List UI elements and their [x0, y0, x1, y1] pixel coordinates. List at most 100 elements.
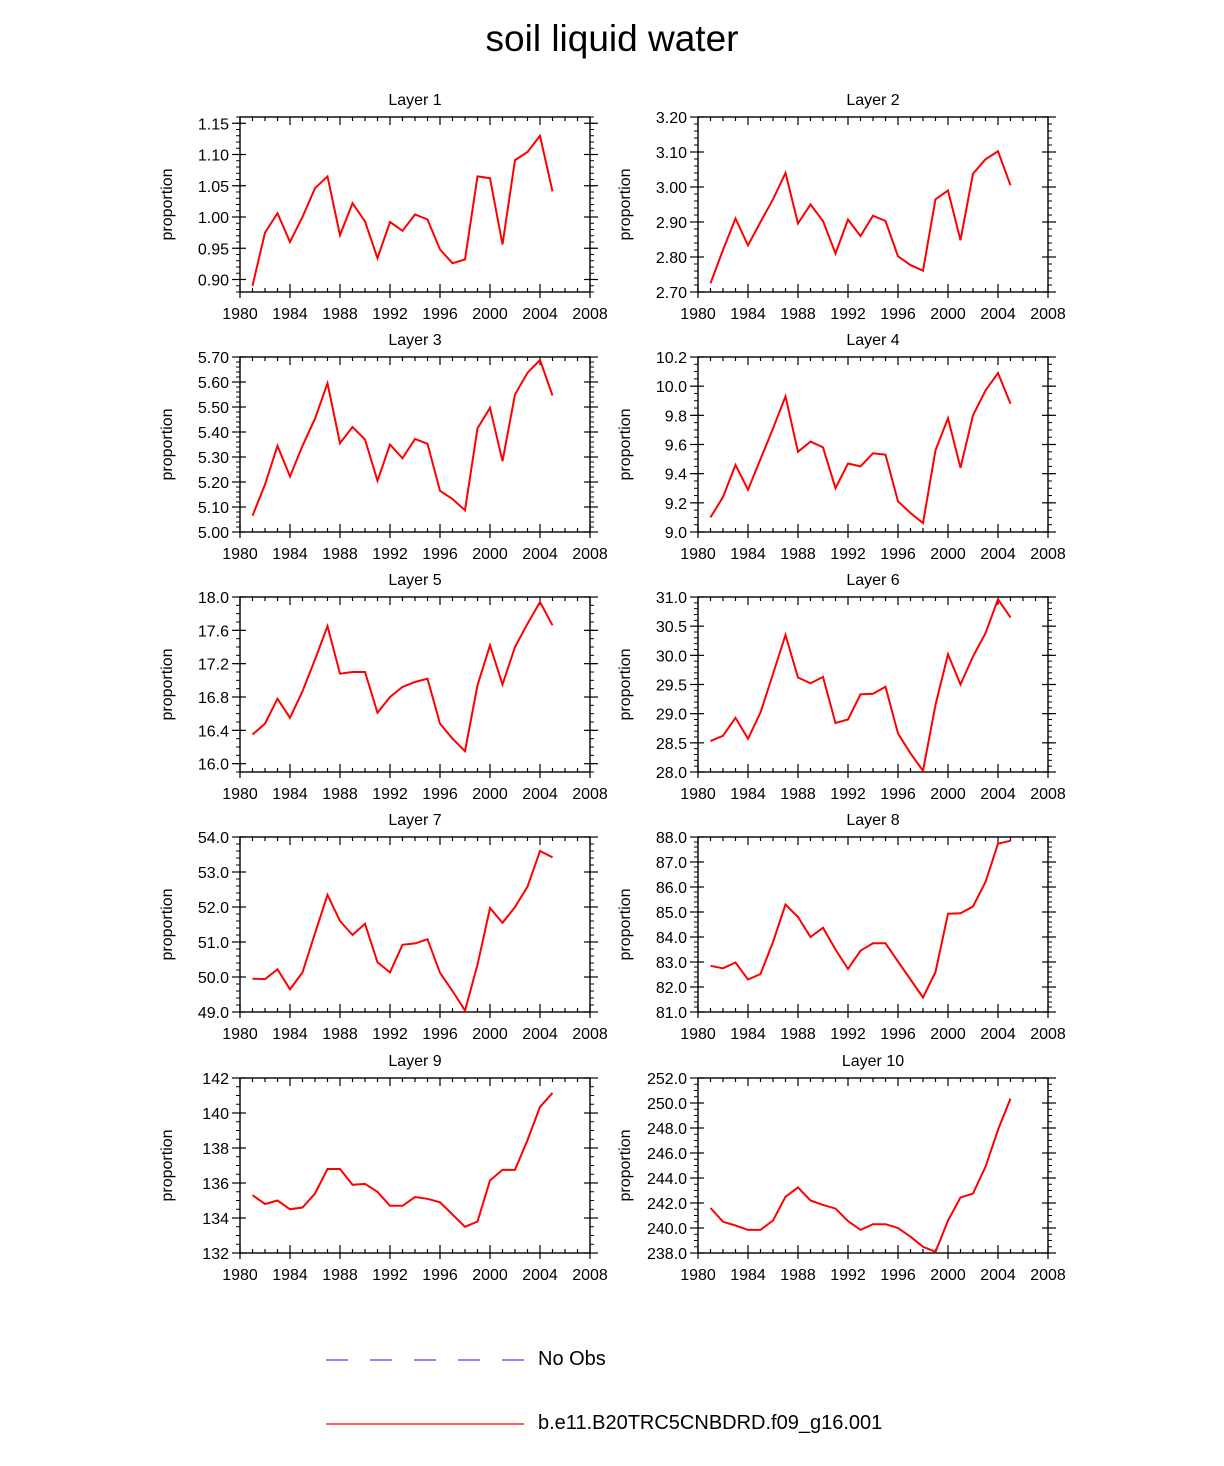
plot-frame [697, 596, 1049, 773]
x-tick-label: 2008 [1030, 786, 1066, 803]
x-tick-label: 1996 [880, 1026, 916, 1043]
x-tick-label: 1992 [372, 306, 408, 323]
panel-layer-7: Layer 7 1980 1984 1988 1992 1996 2000 2004 2008 4… [159, 812, 608, 1043]
x-tick-label: 2000 [472, 546, 508, 563]
x-tick-label: 1992 [830, 1026, 866, 1043]
y-tick-label: 134 [202, 1211, 229, 1228]
y-tick-label: 84.0 [656, 930, 687, 947]
y-axis-label: proportion [159, 408, 176, 480]
y-tick-label: 5.70 [198, 350, 229, 367]
x-tick-label: 1992 [830, 306, 866, 323]
x-tick-label: 1992 [830, 786, 866, 803]
y-tick-label: 5.60 [198, 375, 229, 392]
panel-title: Layer 9 [388, 1053, 441, 1070]
panel-title: Layer 6 [846, 572, 899, 589]
x-tick-label: 2008 [1030, 306, 1066, 323]
panel-title: Layer 7 [388, 812, 441, 829]
x-tick-label: 1980 [680, 1026, 716, 1043]
x-tick-label: 2008 [572, 546, 608, 563]
panel-title: Layer 10 [842, 1053, 904, 1070]
series-line [252, 849, 553, 1014]
x-tick-label: 2008 [572, 306, 608, 323]
x-tick-label: 1992 [830, 1267, 866, 1284]
y-tick-label: 5.30 [198, 450, 229, 467]
plot-frame [239, 596, 591, 773]
y-tick-label: 16.4 [198, 723, 229, 740]
y-axis-label: proportion [159, 648, 176, 720]
y-tick-label: 31.0 [656, 590, 687, 607]
x-tick-label: 1996 [880, 306, 916, 323]
y-tick-label: 3.10 [656, 145, 687, 162]
y-tick-label: 83.0 [656, 955, 687, 972]
plot-frame [697, 836, 1049, 1013]
x-tick-label: 2004 [522, 1026, 558, 1043]
series-line [710, 839, 1011, 1000]
panel-layer-1: Layer 1 1980 1984 1988 1992 1996 2000 2004 2008 0… [159, 92, 608, 323]
y-tick-label: 1.15 [198, 116, 229, 133]
y-tick-label: 240.0 [647, 1221, 687, 1238]
x-tick-label: 2004 [522, 546, 558, 563]
y-tick-label: 9.4 [665, 467, 687, 484]
series-line [251, 358, 554, 517]
y-tick-label: 50.0 [198, 970, 229, 987]
x-tick-label: 2004 [980, 786, 1016, 803]
x-tick-label: 2004 [980, 1026, 1016, 1043]
series-line [251, 599, 554, 754]
x-tick-label: 1988 [322, 1026, 358, 1043]
x-tick-label: 2008 [572, 1026, 608, 1043]
series-line [709, 1098, 1012, 1254]
y-tick-label: 132 [202, 1246, 229, 1263]
x-tick-label: 1984 [730, 306, 766, 323]
x-tick-label: 1996 [422, 546, 458, 563]
x-tick-label: 1996 [422, 306, 458, 323]
panel-layer-6: Layer 6 1980 1984 1988 1992 1996 2000 2004 2008 2… [617, 572, 1066, 803]
y-tick-label: 54.0 [198, 830, 229, 847]
x-tick-label: 1980 [680, 546, 716, 563]
y-tick-label: 242.0 [647, 1196, 687, 1213]
y-tick-label: 1.10 [198, 148, 229, 165]
panel-title: Layer 4 [846, 332, 899, 349]
y-tick-label: 142 [202, 1071, 229, 1088]
series-line [251, 133, 554, 287]
panel-layer-10: Layer 10 1980 1984 1988 1992 1996 2000 2004 2008… [617, 1053, 1066, 1284]
x-tick-label: 2008 [572, 1267, 608, 1284]
x-tick-label: 1980 [680, 1267, 716, 1284]
x-tick-label: 2004 [522, 306, 558, 323]
y-tick-label: 138 [202, 1141, 229, 1158]
y-axis-label: proportion [159, 168, 176, 240]
panel-layer-4: Layer 4 1980 1984 1988 1992 1996 2000 2004 2008 9… [617, 332, 1066, 563]
x-tick-label: 1984 [730, 1026, 766, 1043]
y-tick-label: 244.0 [647, 1171, 687, 1188]
x-tick-label: 2000 [930, 546, 966, 563]
y-tick-label: 49.0 [198, 1005, 229, 1022]
x-tick-label: 1988 [322, 1267, 358, 1284]
y-tick-label: 140 [202, 1106, 229, 1123]
panel-layer-3: Layer 3 1980 1984 1988 1992 1996 2000 2004 2008 5… [159, 332, 608, 563]
x-tick-label: 1984 [730, 546, 766, 563]
x-tick-label: 1980 [222, 786, 258, 803]
x-tick-label: 1988 [780, 1267, 816, 1284]
x-tick-label: 2008 [1030, 1267, 1066, 1284]
y-axis-label: proportion [159, 1129, 176, 1201]
y-tick-label: 28.0 [656, 765, 687, 782]
y-tick-label: 51.0 [198, 935, 229, 952]
panel-title: Layer 3 [388, 332, 441, 349]
y-tick-label: 88.0 [656, 830, 687, 847]
x-tick-label: 2008 [1030, 1026, 1066, 1043]
x-tick-label: 2000 [472, 306, 508, 323]
x-tick-label: 1988 [780, 786, 816, 803]
y-tick-label: 30.0 [656, 648, 687, 665]
x-tick-label: 1992 [830, 546, 866, 563]
x-tick-label: 2000 [472, 786, 508, 803]
y-tick-label: 9.2 [665, 496, 687, 513]
x-tick-label: 2004 [980, 1267, 1016, 1284]
panel-layer-2: Layer 2 1980 1984 1988 1992 1996 2000 2004 2008 2… [617, 92, 1066, 323]
x-tick-label: 2000 [930, 1267, 966, 1284]
plot-frame [697, 116, 1049, 293]
y-tick-label: 2.80 [656, 250, 687, 267]
x-tick-label: 1992 [372, 546, 408, 563]
panel-title: Layer 5 [388, 572, 441, 589]
plot-frame [697, 1077, 1049, 1254]
y-tick-label: 3.00 [656, 180, 687, 197]
